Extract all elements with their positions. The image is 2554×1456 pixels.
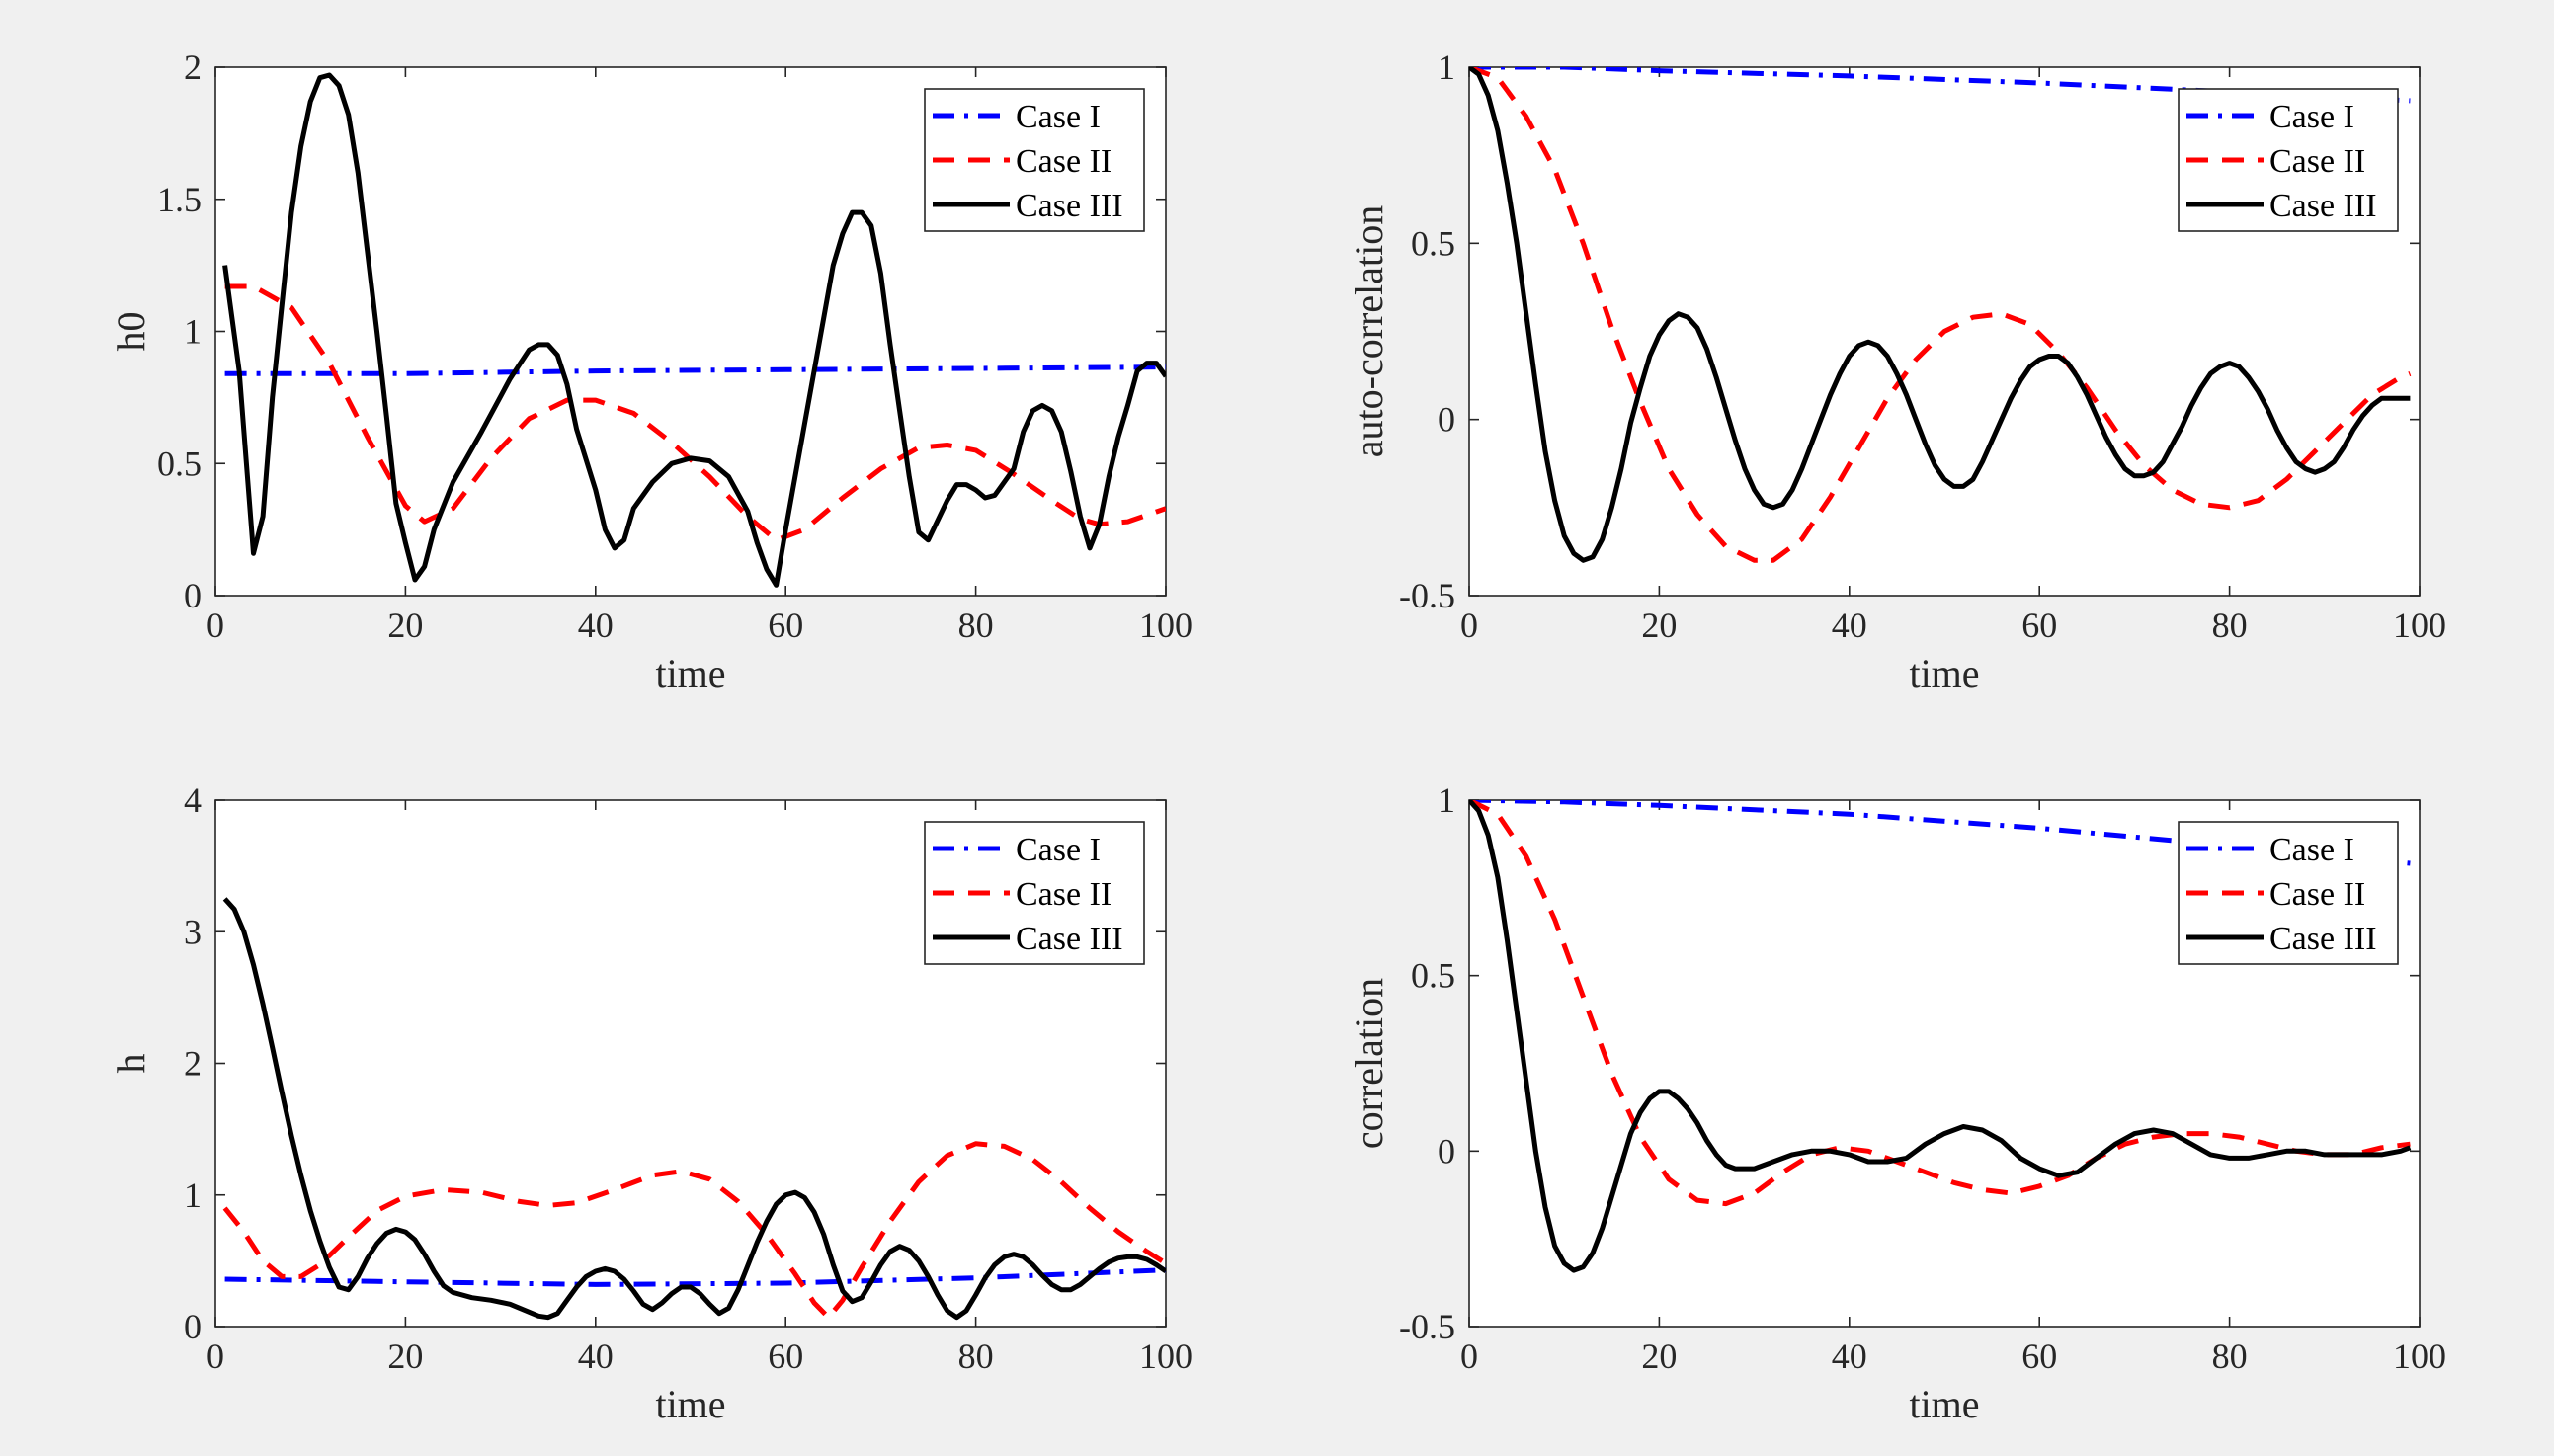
x-tick-label: 20 [387,606,423,645]
y-tick-label: -0.5 [1399,1307,1455,1346]
legend: Case I Case II Case III [2178,821,2399,965]
x-tick-label: 40 [578,606,614,645]
legend: Case I Case II Case III [2178,88,2399,232]
x-axis-label: time [1909,1382,1979,1426]
legend: Case I Case II Case III [924,88,1145,232]
x-tick-label: 80 [2212,1336,2248,1376]
legend: Case I Case II Case III [924,821,1145,965]
series-line-case-iii [1469,800,2412,1273]
x-tick-label: 60 [2021,1336,2057,1376]
x-tick-label: 80 [958,1336,994,1376]
x-tick-label: 20 [1641,606,1677,645]
x-axis-label: time [655,1382,725,1426]
x-tick-label: 0 [1460,1336,1478,1376]
series-line-case-iii [1469,67,2411,563]
legend-box [2178,88,2399,232]
y-tick-label: 0.5 [1411,956,1455,996]
y-tick-label: 3 [184,912,202,951]
y-tick-label: 1.5 [157,180,202,219]
series-line-case-i [224,1267,1166,1287]
legend-box [924,88,1145,232]
series-line-case-iii [222,72,1166,588]
y-tick-label: 4 [184,780,202,820]
x-tick-label: 20 [1641,1336,1677,1376]
x-tick-label: 0 [206,606,224,645]
y-axis-label: h0 [109,312,153,352]
series-line-case-iii [222,897,1166,1321]
legend-entry-label: Case III [1016,188,1123,224]
x-tick-label: 60 [768,1336,803,1376]
y-axis-label: auto-correlation [1347,205,1391,457]
legend-entry-label: Case II [1016,143,1112,180]
y-tick-label: 1 [1438,47,1455,87]
chart-panel-correlation: 0 20 40 60 80 100-0.500.51timecorrelationCase… [1347,780,2446,1426]
y-tick-label: -0.5 [1399,576,1455,615]
y-tick-label: 0.5 [157,444,202,483]
series-line-case-i [224,364,1166,376]
x-axis-label: time [1909,651,1979,695]
x-tick-label: 100 [1139,606,1193,645]
y-tick-label: 0 [1438,1131,1455,1171]
legend-entry-label: Case III [2269,921,2377,957]
legend-entry-label: Case I [2269,832,2354,868]
x-axis-label: time [655,651,725,695]
series-line-case-ii [222,1141,1166,1321]
y-tick-label: 0 [1438,400,1455,440]
legend-entry-label: Case I [1016,832,1101,868]
series-line-case-ii [1469,67,2412,563]
legend-box [924,821,1145,965]
x-tick-label: 20 [387,1336,423,1376]
x-tick-label: 60 [768,606,803,645]
legend-entry-label: Case I [2269,99,2354,135]
y-tick-label: 1 [184,1175,202,1215]
x-tick-label: 100 [2393,606,2446,645]
y-tick-label: 1 [184,312,202,352]
chart-panel-autocorrelation: 0 20 40 60 80 100-0.500.51timeauto-correlatio… [1347,47,2446,695]
legend-entry-label: Case I [1016,99,1101,135]
x-tick-label: 100 [1139,1336,1193,1376]
x-tick-label: 40 [578,1336,614,1376]
y-tick-label: 1 [1438,780,1455,820]
legend-entry-label: Case II [1016,876,1112,913]
x-tick-label: 80 [2212,606,2248,645]
legend-entry-label: Case III [1016,921,1123,957]
x-tick-label: 40 [1832,606,1867,645]
series-line-case-ii [224,283,1166,543]
x-tick-label: 0 [206,1336,224,1376]
y-tick-label: 2 [184,47,202,87]
legend-entry-label: Case II [2269,876,2365,913]
x-tick-label: 0 [1460,606,1478,645]
y-axis-label: h [109,1054,153,1074]
legend-box [2178,821,2399,965]
y-tick-label: 0 [184,576,202,615]
x-tick-label: 60 [2021,606,2057,645]
y-tick-label: 0.5 [1411,223,1455,263]
legend-entry-label: Case II [2269,143,2365,180]
y-tick-label: 0 [184,1307,202,1346]
y-tick-label: 2 [184,1044,202,1084]
y-axis-label: correlation [1347,978,1391,1149]
x-tick-label: 100 [2393,1336,2446,1376]
x-tick-label: 80 [958,606,994,645]
chart-panel-h0: 0 20 40 60 80 100 0 0.5 1 1.5 2 time h0 Case I Case II… [109,47,1193,695]
x-tick-label: 40 [1832,1336,1867,1376]
legend-entry-label: Case III [2269,188,2377,224]
